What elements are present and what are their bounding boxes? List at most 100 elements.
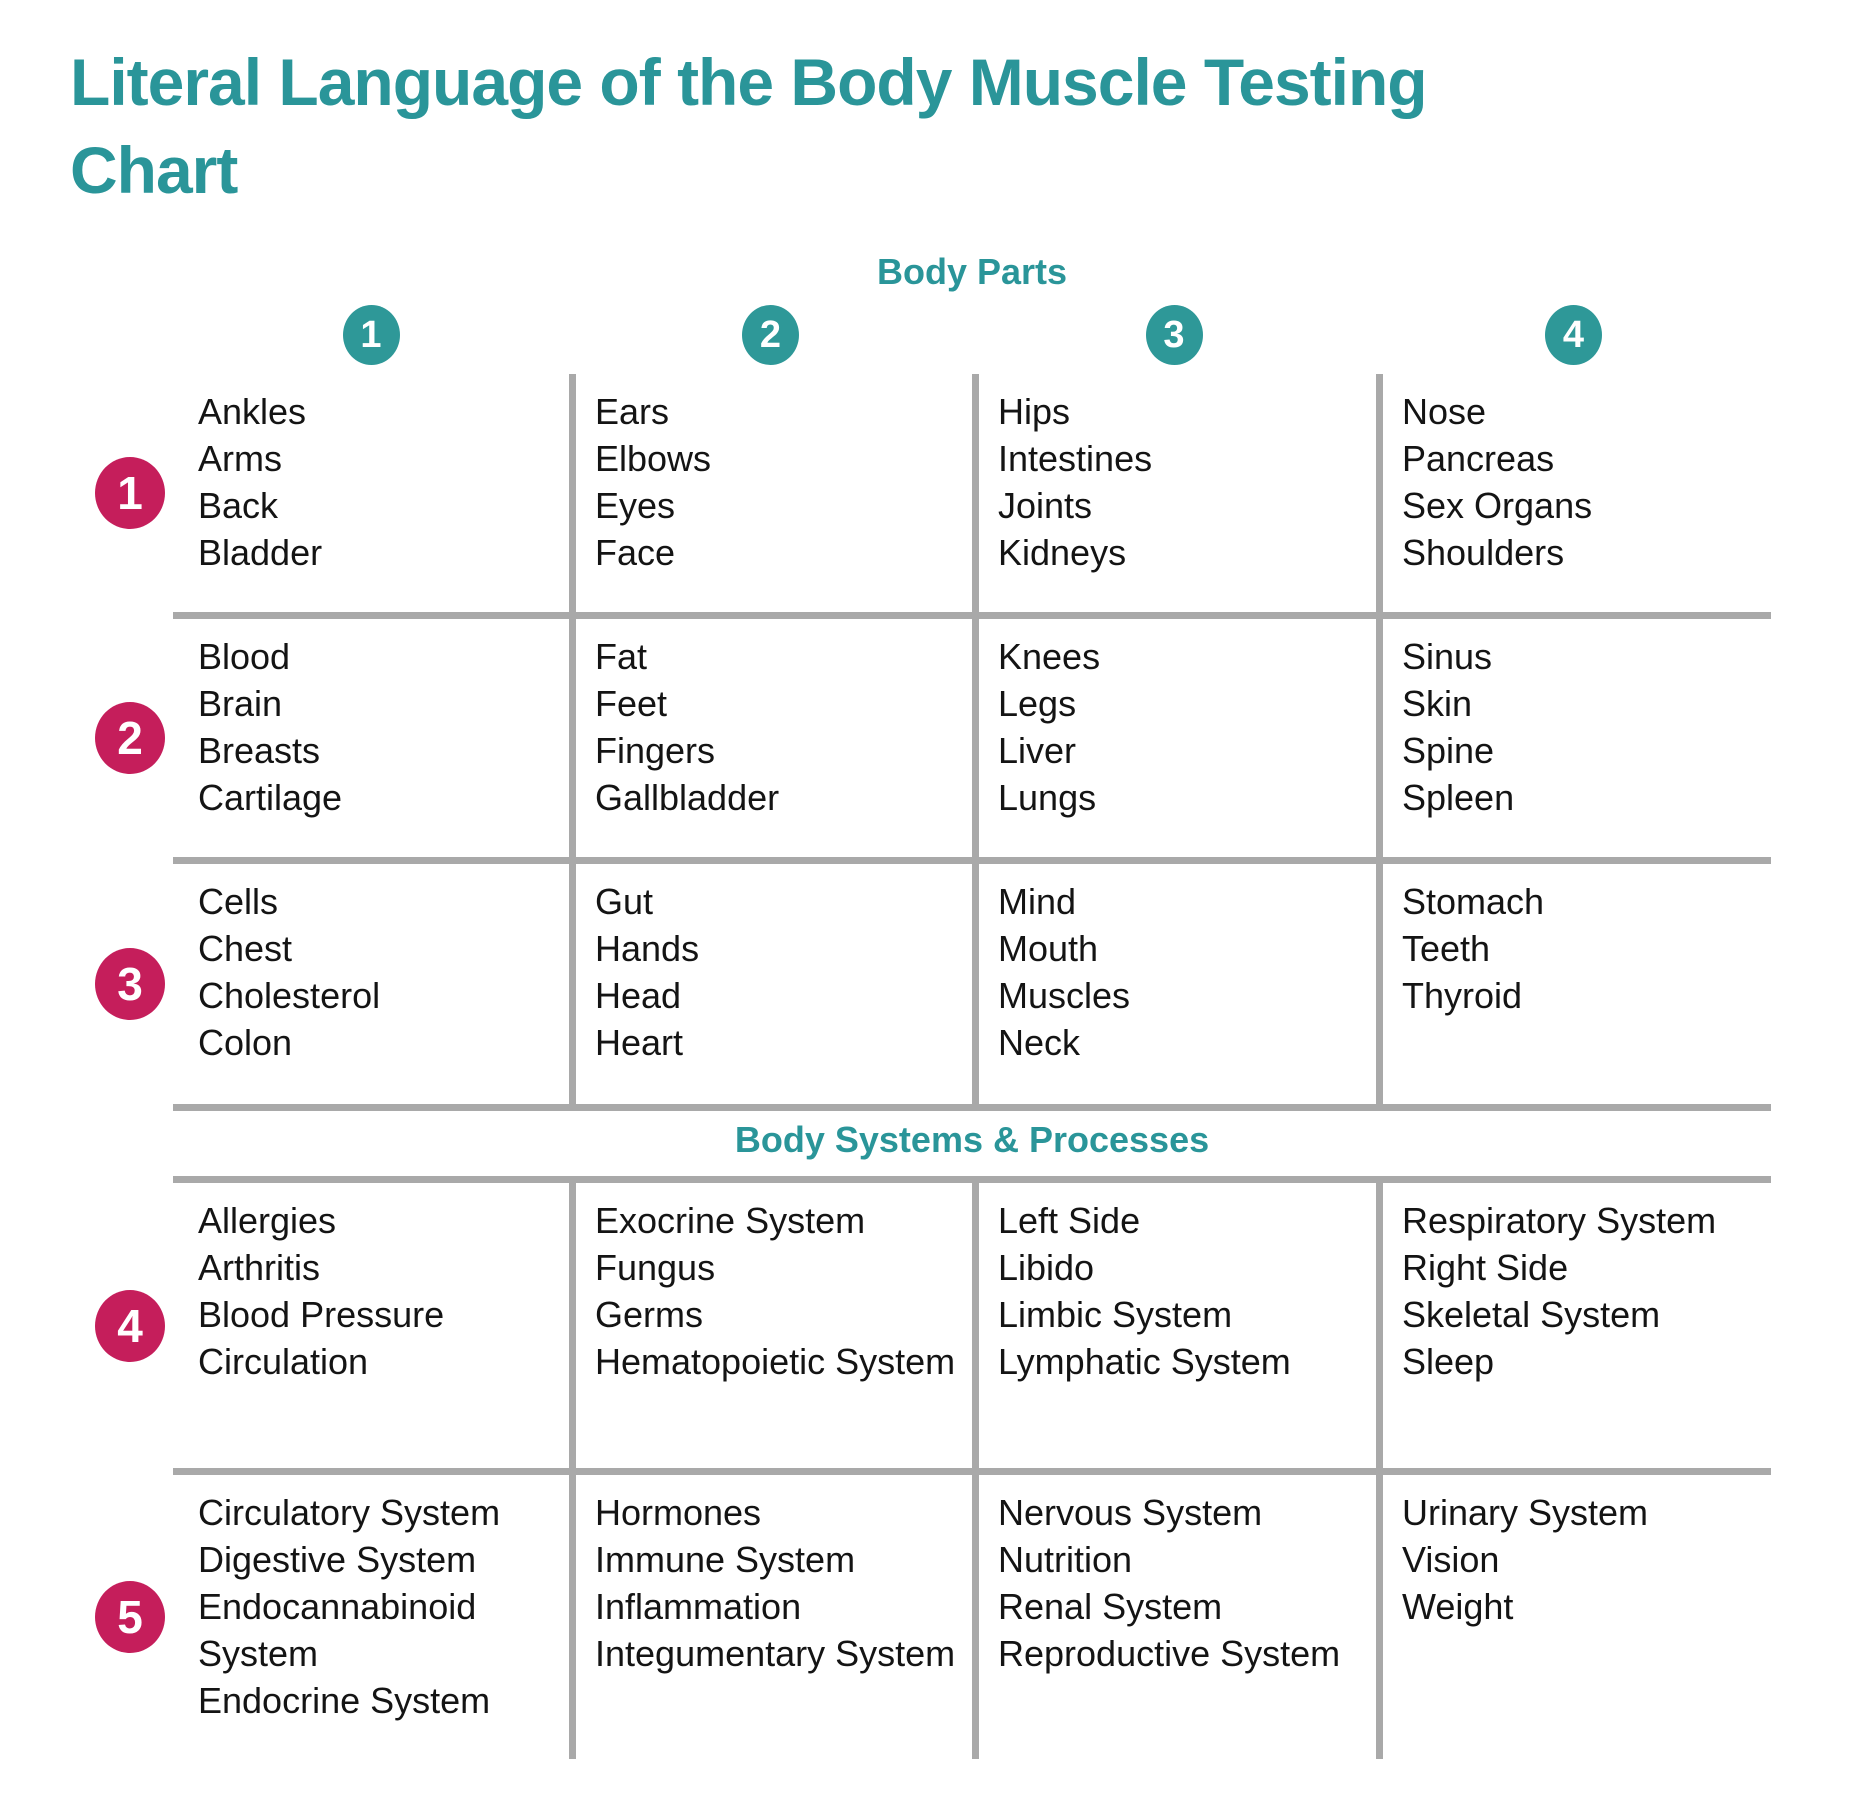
list-item: Sleep: [1402, 1341, 1495, 1382]
list-item: Pancreas: [1402, 438, 1555, 479]
list-item: Hands: [595, 928, 700, 969]
table-cell: Urinary System Vision Weight: [1376, 1475, 1771, 1759]
list-item: Blood: [198, 636, 291, 677]
list-item: Digestive System: [198, 1539, 477, 1580]
table-cell: Cells Chest Cholesterol Colon: [173, 864, 569, 1104]
table-row-3: 3 Cells Chest Cholesterol Colon Gut Hands Hea…: [95, 864, 1771, 1104]
list-item: Breasts: [198, 730, 321, 771]
section-heading-body-systems: Body Systems & Processes: [734, 1119, 1210, 1160]
list-item: Sinus: [1402, 636, 1493, 677]
list-item: Skin: [1402, 683, 1473, 724]
row-number-badge-2: 2: [95, 702, 165, 774]
list-item: Left Side: [998, 1200, 1141, 1241]
list-item: Endocannabinoid System: [198, 1586, 477, 1674]
list-item: Intestines: [998, 438, 1153, 479]
list-item: Mouth: [998, 928, 1099, 969]
list-item: Heart: [595, 1022, 684, 1063]
list-item: Liver: [998, 730, 1077, 771]
section-heading-body-parts: Body Parts: [876, 251, 1068, 292]
list-item: Skeletal System: [1402, 1294, 1661, 1335]
list-item: Spine: [1402, 730, 1495, 771]
table-section-body-parts: 1 Ankles Arms Back Bladder Ears Elbows Eyes Fa…: [95, 374, 1771, 1111]
list-item: Gallbladder: [595, 777, 780, 818]
table-cell: Sinus Skin Spine Spleen: [1376, 619, 1771, 857]
list-item: Sex Organs: [1402, 485, 1593, 526]
list-item: Joints: [998, 485, 1093, 526]
list-item: Back: [198, 485, 279, 526]
list-item: Hips: [998, 391, 1071, 432]
table-cell: Circulatory System Digestive System Endoca…: [173, 1475, 569, 1759]
list-item: Knees: [998, 636, 1101, 677]
list-item: Face: [595, 532, 676, 573]
list-item: Legs: [998, 683, 1077, 724]
list-item: Renal System: [998, 1586, 1223, 1627]
list-item: Vision: [1402, 1539, 1500, 1580]
list-item: Blood Pressure: [198, 1294, 445, 1335]
horizontal-divider: [173, 1468, 1771, 1475]
column-number-badge-3: 3: [1145, 305, 1203, 365]
list-item: Shoulders: [1402, 532, 1565, 573]
row-number-badge-4: 4: [95, 1289, 165, 1362]
table-cell: Nose Pancreas Sex Organs Shoulders: [1376, 374, 1771, 612]
table-cell: Left Side Libido Limbic System Lymphatic Sy…: [972, 1183, 1376, 1468]
list-item: Arms: [198, 438, 282, 479]
list-item: Libido: [998, 1247, 1095, 1288]
list-item: Circulation: [198, 1341, 369, 1382]
column-number-row: 1 2 3 4: [173, 305, 1771, 365]
horizontal-divider: [173, 857, 1771, 864]
list-item: Cartilage: [198, 777, 343, 818]
list-item: Circulatory System: [198, 1492, 501, 1533]
table-row-4: 4 Allergies Arthritis Blood Pressure Circul…: [95, 1183, 1771, 1468]
list-item: Muscles: [998, 975, 1131, 1016]
table-cell: Hormones Immune System Inflammation Integum…: [569, 1475, 972, 1759]
table-cell: Exocrine System Fungus Germs Hematopoietic …: [569, 1183, 972, 1468]
list-item: Colon: [198, 1022, 293, 1063]
list-item: Weight: [1402, 1586, 1514, 1627]
list-item: Nutrition: [998, 1539, 1133, 1580]
list-item: Germs: [595, 1294, 703, 1335]
list-item: Cells: [198, 881, 279, 922]
column-number-badge-1: 1: [342, 305, 400, 365]
table-row-1: 1 Ankles Arms Back Bladder Ears Elbows Eyes Fa…: [95, 374, 1771, 612]
list-item: Immune System: [595, 1539, 856, 1580]
list-item: Arthritis: [198, 1247, 321, 1288]
list-item: Bladder: [198, 532, 323, 573]
list-item: Endocrine System: [198, 1680, 491, 1721]
table-cell: Respiratory System Right Side Skeletal Sys…: [1376, 1183, 1771, 1468]
table-cell: Nervous System Nutrition Renal System Repro…: [972, 1475, 1376, 1759]
table-cell: Ankles Arms Back Bladder: [173, 374, 569, 612]
list-item: Right Side: [1402, 1247, 1569, 1288]
list-item: Brain: [198, 683, 283, 724]
table-cell: Blood Brain Breasts Cartilage: [173, 619, 569, 857]
row-number-badge-5: 5: [95, 1581, 165, 1653]
table-cell: Gut Hands Head Heart: [569, 864, 972, 1104]
list-item: Fat: [595, 636, 648, 677]
table-cell: Knees Legs Liver Lungs: [972, 619, 1376, 857]
list-item: Kidneys: [998, 532, 1127, 573]
table-row-2: 2 Blood Brain Breasts Cartilage Fat Feet Fing…: [95, 619, 1771, 857]
list-item: Urinary System: [1402, 1492, 1649, 1533]
table-cell: Fat Feet Fingers Gallbladder: [569, 619, 972, 857]
list-item: Exocrine System: [595, 1200, 866, 1241]
horizontal-divider: [173, 1176, 1771, 1183]
list-item: Spleen: [1402, 777, 1515, 818]
list-item: Allergies: [198, 1200, 337, 1241]
list-item: Stomach: [1402, 881, 1545, 922]
table-cell: Stomach Teeth Thyroid: [1376, 864, 1771, 1104]
column-number-badge-4: 4: [1545, 305, 1602, 365]
row-number-badge-1: 1: [95, 457, 165, 529]
list-item: Cholesterol: [198, 975, 381, 1016]
list-item: Nervous System: [998, 1492, 1263, 1533]
list-item: Hematopoietic System: [595, 1341, 956, 1382]
list-item: Eyes: [595, 485, 676, 526]
list-item: Head: [595, 975, 682, 1016]
table-cell: Mind Mouth Muscles Neck: [972, 864, 1376, 1104]
list-item: Ankles: [198, 391, 307, 432]
list-item: Hormones: [595, 1492, 762, 1533]
list-item: Nose: [1402, 391, 1487, 432]
horizontal-divider: [173, 612, 1771, 619]
table-cell: Hips Intestines Joints Kidneys: [972, 374, 1376, 612]
table-row-5: 5 Circulatory System Digestive System Endo…: [95, 1475, 1771, 1759]
table-cell: Ears Elbows Eyes Face: [569, 374, 972, 612]
